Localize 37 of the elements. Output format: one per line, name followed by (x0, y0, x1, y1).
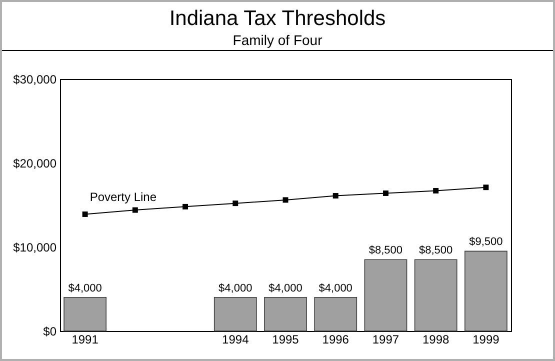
point (282, 197, 288, 203)
y-tick-label: $0 (43, 324, 57, 338)
point (332, 193, 338, 198)
bar (264, 297, 307, 332)
point (232, 200, 238, 206)
x-tick-label: 1998 (422, 332, 450, 346)
data-label: $4,000 (68, 282, 102, 294)
y-tick-label: $20,000 (13, 156, 57, 170)
series-label: Poverty Line (90, 190, 157, 204)
chart-title: Indiana Tax Thresholds (168, 6, 387, 31)
data-label: $4,000 (268, 282, 302, 294)
data-label: $4,000 (218, 282, 252, 294)
bar (214, 297, 257, 332)
data-label: $9,500 (469, 236, 503, 248)
x-tick-label: 1994 (222, 332, 250, 346)
x-tick-label: 1999 (472, 332, 500, 346)
point (483, 184, 489, 190)
data-label: $8,500 (368, 244, 403, 257)
bar (464, 250, 508, 332)
y-tick-label: $10,000 (13, 240, 57, 254)
point (182, 204, 188, 210)
x-tick-label: 1991 (72, 332, 99, 346)
y-tick-label: $30,000 (13, 72, 57, 86)
bar (314, 297, 358, 332)
point (82, 212, 88, 217)
point (433, 188, 439, 194)
x-tick-label: 1996 (322, 332, 350, 346)
bar (414, 259, 458, 332)
x-tick-label: 1995 (272, 332, 300, 346)
data-label: $4,000 (318, 282, 352, 294)
x-tick-label: 1997 (372, 332, 400, 346)
bar (64, 297, 106, 332)
point (132, 207, 138, 213)
point (382, 190, 388, 196)
chart-subtitle: Family of Four (232, 32, 324, 48)
data-label: $8,500 (419, 244, 453, 257)
bar (364, 259, 408, 332)
